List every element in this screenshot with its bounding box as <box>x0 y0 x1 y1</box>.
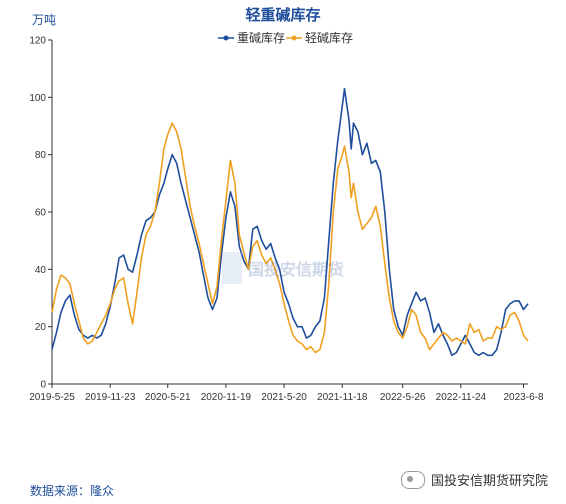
y-tick-label: 80 <box>35 150 47 161</box>
y-tick-label: 100 <box>29 93 46 104</box>
x-tick-label: 2021-5-20 <box>261 392 307 403</box>
y-tick-label: 20 <box>35 322 47 333</box>
series-lines <box>51 87 529 357</box>
legend-marker-heavy <box>223 35 229 41</box>
x-tick-label: 2021-11-18 <box>317 392 368 403</box>
y-tick-label: 120 <box>29 36 46 47</box>
x-tick-label: 2019-5-25 <box>29 392 75 403</box>
series-line-light <box>51 122 529 354</box>
x-tick-label: 2022-11-24 <box>436 392 487 403</box>
legend: 重碱库存 轻碱库存 <box>218 30 353 45</box>
y-ticks: 0 20 40 60 80 100 120 <box>29 36 52 391</box>
chart-title: 轻重碱库存 <box>245 6 320 24</box>
y-tick-label: 40 <box>35 265 47 276</box>
watermark-logo <box>222 252 242 284</box>
series-line-heavy <box>51 87 529 357</box>
footer-brand-text: 国投安信期货研究院 <box>430 473 548 488</box>
legend-label-light: 轻碱库存 <box>305 30 353 45</box>
x-ticks: 2019-5-25 2019-11-23 2020-5-21 2020-11-19 20… <box>29 384 544 403</box>
x-tick-label: 2019-11-23 <box>85 392 136 403</box>
x-tick-label: 2020-5-21 <box>145 392 191 403</box>
x-tick-label: 2022-5-26 <box>380 392 426 403</box>
x-tick-label: 2020-11-19 <box>201 392 252 403</box>
legend-marker-light <box>291 35 297 41</box>
y-tick-label: 60 <box>35 208 47 219</box>
data-source: 数据来源：隆众 <box>30 484 115 498</box>
x-tick-label: 2023-6-8 <box>504 392 544 403</box>
watermark: 国投安信期货 <box>222 252 344 284</box>
y-unit-label: 万吨 <box>32 13 56 27</box>
watermark-text: 国投安信期货 <box>248 262 345 279</box>
y-tick-label: 0 <box>40 380 46 391</box>
legend-label-heavy: 重碱库存 <box>237 30 285 45</box>
footer-brand: 国投安信期货研究院 <box>400 470 548 489</box>
wechat-icon <box>400 470 425 489</box>
